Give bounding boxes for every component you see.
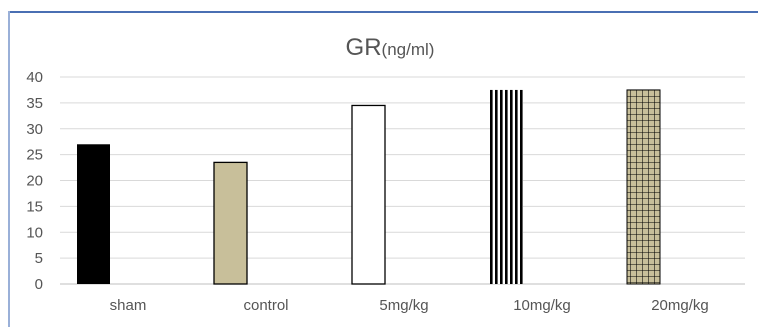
x-category-label: control <box>243 297 288 314</box>
y-tick-label: 10 <box>26 224 43 241</box>
y-tick-label: 20 <box>26 173 43 190</box>
x-category-label: 20mg/kg <box>651 297 709 314</box>
chart-title: GR(ng/ml) <box>346 34 435 61</box>
y-tick-label: 5 <box>35 250 43 267</box>
bars <box>77 89 661 285</box>
bar-10mg-kg <box>490 89 523 284</box>
x-axis-category-labels: sham control 5mg/kg 10mg/kg 20mg/kg <box>110 297 709 314</box>
bar-sham <box>77 144 110 284</box>
x-category-label: 10mg/kg <box>513 297 571 314</box>
bar-20mg-kg <box>626 89 661 285</box>
y-tick-label: 35 <box>26 95 43 112</box>
chart-title-unit: (ng/ml) <box>382 40 435 59</box>
chart-title-main: GR <box>346 34 382 61</box>
y-tick-label: 40 <box>26 69 43 86</box>
y-tick-label: 25 <box>26 147 43 164</box>
bar-control <box>213 161 248 285</box>
svg-text:GR(ng/ml): GR(ng/ml) <box>346 34 435 61</box>
y-tick-label: 15 <box>26 198 43 215</box>
x-category-label: sham <box>110 297 147 314</box>
y-axis-tick-labels: 0 5 10 15 20 25 30 35 40 <box>26 69 43 293</box>
y-tick-label: 30 <box>26 121 43 138</box>
frame-left-border <box>8 11 10 327</box>
frame-top-border <box>8 11 758 13</box>
y-tick-label: 0 <box>35 276 43 293</box>
x-category-label: 5mg/kg <box>379 297 428 314</box>
bar-5mg-kg <box>351 104 386 285</box>
